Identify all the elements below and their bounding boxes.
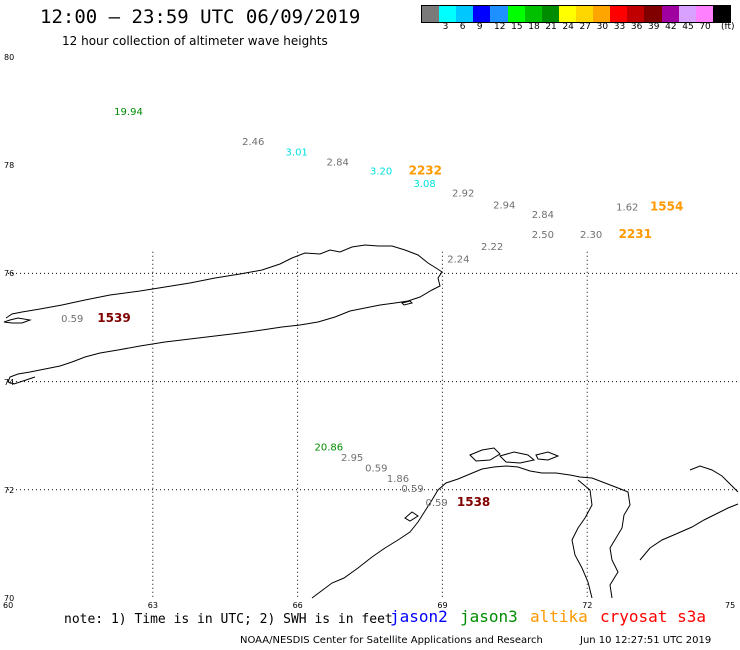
color-scale-label: 30 [596, 22, 609, 32]
graticule [8, 251, 740, 598]
wave-height-value: 1554 [650, 200, 683, 214]
footer-note: note: 1) Time is in UTC; 2) SWH is in fe… [64, 612, 393, 627]
color-scale-label: 18 [528, 22, 540, 32]
wave-height-value: 1538 [457, 495, 490, 509]
map-title: 12:00 – 23:59 UTC 06/09/2019 [40, 6, 361, 28]
color-swatch [661, 6, 679, 22]
longitude-label: 63 [147, 601, 158, 610]
coastline-islet [401, 300, 413, 306]
latitude-label: 78 [4, 161, 15, 171]
color-scale-label: 15 [511, 22, 523, 32]
longitude-label: 69 [437, 601, 448, 610]
color-scale-label: 70 [699, 22, 711, 32]
color-swatch [456, 6, 474, 22]
color-scale-labels: 3 6 9 12 15 18 21 24 27 30 33 36 39 42 45 70 (ft) [421, 22, 739, 34]
color-swatch [541, 6, 559, 22]
color-swatch [644, 6, 662, 22]
wave-height-value: 2.94 [493, 200, 515, 211]
wave-height-value: 2.84 [532, 210, 554, 221]
color-swatch [575, 6, 594, 22]
color-scale-label: 21 [545, 22, 557, 32]
coastline-north-island-tip [3, 317, 32, 324]
color-swatch [439, 6, 457, 22]
wave-height-value: 0.59 [426, 498, 448, 509]
wave-height-value: 2.50 [532, 230, 554, 241]
wave-height-value: 0.59 [401, 484, 423, 495]
latitude-label: 72 [4, 485, 15, 495]
wave-height-value: 1.86 [387, 474, 409, 485]
latitude-label: 70 [4, 594, 15, 603]
color-scale-label: 36 [630, 22, 643, 32]
longitude-label: 60 [3, 601, 14, 610]
wave-height-value: 0.59 [61, 314, 83, 325]
longitude-label: 72 [582, 601, 593, 610]
longitude-label: 66 [292, 601, 303, 610]
coastline-mainland-east [639, 503, 739, 561]
color-scale-label: 33 [613, 22, 626, 32]
coastline-east-bay [689, 465, 739, 493]
wave-height-value: 2.30 [580, 230, 602, 241]
wave-height-value: 20.86 [314, 442, 343, 453]
color-scale-label: 39 [648, 22, 660, 32]
satellite-label-jason3: jason3 [460, 607, 518, 626]
color-swatch [695, 6, 713, 22]
color-swatch [422, 6, 440, 22]
color-swatch [627, 6, 645, 22]
color-scale-label: 24 [562, 22, 574, 32]
coastline-islet-2 [469, 447, 501, 462]
color-scale-unit: (ft) [721, 22, 735, 32]
credit-line: NOAA/NESDIS Center for Satellite Applica… [240, 635, 543, 646]
wave-height-value: 2232 [409, 163, 442, 177]
color-scale-label: 45 [682, 22, 694, 32]
wave-height-color-scale [421, 5, 731, 23]
color-swatch [558, 6, 576, 22]
color-scale-label: 6 [459, 22, 466, 32]
longitude-label: 75 [725, 601, 736, 610]
latitude-label: 74 [4, 377, 15, 387]
wave-height-value: 0.59 [365, 463, 387, 474]
wave-height-value: 1.62 [616, 203, 638, 214]
wave-height-value: 3.20 [370, 166, 392, 177]
satellite-label-altika: altika [530, 607, 588, 626]
wave-height-value: 2.46 [242, 137, 264, 148]
color-swatch [593, 6, 611, 22]
color-swatch [473, 6, 491, 22]
color-swatch [610, 6, 628, 22]
wave-height-value: 3.01 [286, 147, 308, 158]
altimeter-observations: 19.94 2.46 3.01 2.84 3.20 2232 3.08 2.92 2.94 2.8… [61, 107, 683, 509]
color-scale-label: 12 [494, 22, 506, 32]
color-scale-label: 9 [476, 22, 483, 32]
wave-height-value: 3.08 [413, 179, 435, 190]
wave-height-value: 2.92 [452, 189, 474, 200]
color-scale-label: 42 [665, 22, 677, 32]
color-scale-label: 27 [579, 22, 591, 32]
coastline-islet-3 [499, 451, 536, 464]
coastline-north-island [5, 244, 443, 385]
color-swatch [490, 6, 508, 22]
wave-height-value: 1539 [97, 311, 130, 325]
color-swatch [507, 6, 525, 22]
wave-height-value: 2.22 [481, 242, 503, 253]
color-swatch [524, 6, 542, 22]
wave-height-value: 2231 [619, 227, 652, 241]
latitude-label: 76 [4, 269, 15, 279]
coastline-islet-5 [404, 511, 419, 522]
coastline-mainland-west [311, 465, 631, 599]
color-scale-label: 3 [442, 22, 449, 32]
coastline [3, 244, 739, 599]
wave-height-value: 19.94 [114, 107, 143, 118]
color-swatch [712, 6, 730, 22]
coastline-islet-4 [535, 451, 560, 461]
color-swatch [678, 6, 696, 22]
satellite-label-cryosat-s3a: cryosat s3a [600, 607, 706, 626]
latitude-label: 80 [4, 53, 15, 62]
map-subtitle: 12 hour collection of altimeter wave hei… [62, 34, 328, 48]
wave-height-value: 2.24 [447, 255, 469, 266]
satellite-label-jason2: jason2 [390, 607, 448, 626]
coastline-mainland-inlet [571, 479, 593, 599]
generated-timestamp: Jun 10 12:27:51 UTC 2019 [580, 635, 712, 646]
wave-height-value: 2.95 [341, 453, 363, 464]
wave-height-value: 2.84 [327, 158, 349, 169]
